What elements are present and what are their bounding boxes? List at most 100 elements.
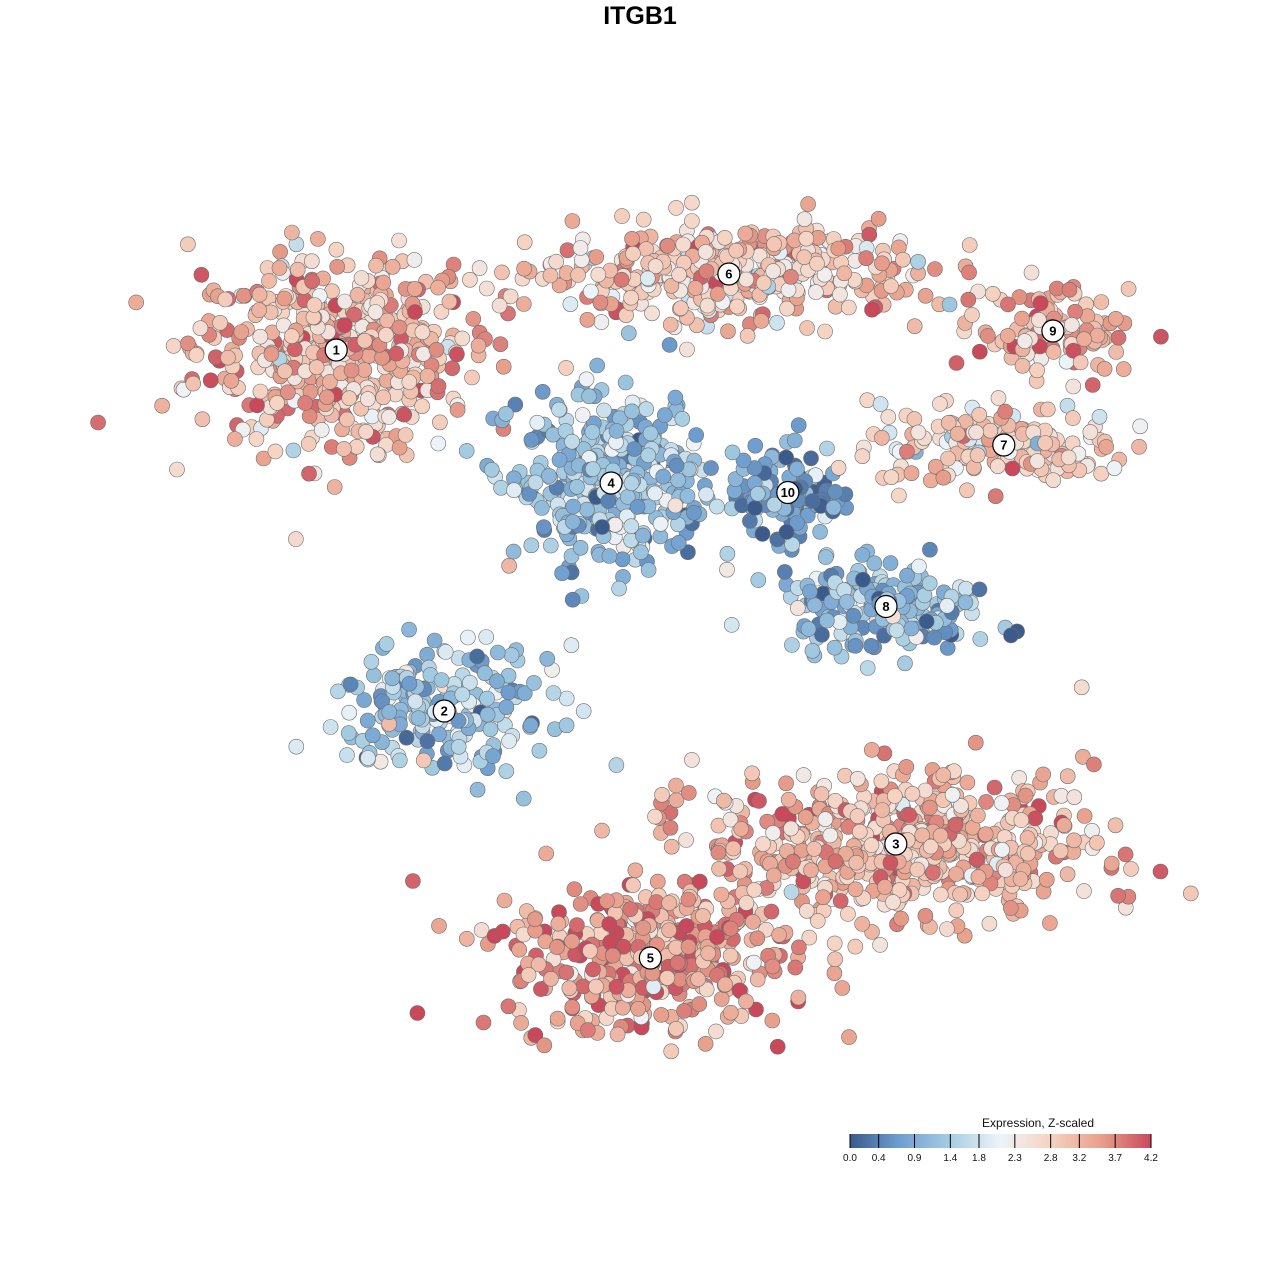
cell-point [722, 920, 739, 937]
cell-point [765, 263, 782, 279]
cell-point [953, 798, 969, 814]
cell-point [288, 738, 305, 755]
cell-point [738, 993, 754, 1010]
cell-point [635, 211, 652, 228]
cell-point [516, 260, 532, 277]
cell-point [1089, 834, 1105, 851]
cell-point [970, 869, 987, 885]
cell-point [935, 767, 952, 783]
cell-point [745, 954, 762, 971]
cell-point [698, 981, 715, 998]
cell-point [863, 742, 880, 758]
cell-point [584, 424, 601, 440]
cell-point [874, 802, 891, 818]
cell-point [1014, 357, 1031, 374]
cell-point [1117, 846, 1134, 863]
cell-point [539, 650, 556, 667]
cell-point [697, 1036, 714, 1052]
cell-point [832, 893, 849, 909]
cell-point [430, 279, 446, 296]
cell-point [1059, 768, 1076, 785]
cell-point [698, 263, 715, 280]
cell-point [668, 777, 684, 794]
cell-point [1108, 310, 1124, 327]
cluster-label-8: 8 [874, 594, 898, 619]
points-layer [90, 194, 1199, 1060]
cell-point [1110, 887, 1126, 904]
cell-point [939, 640, 956, 656]
cell-point [779, 300, 795, 317]
cell-point [948, 866, 965, 882]
cell-point [1014, 310, 1030, 327]
cell-point [419, 646, 435, 663]
cell-point [536, 1037, 553, 1054]
cell-point [695, 908, 711, 924]
cell-point [679, 341, 695, 358]
cell-point [503, 647, 520, 663]
cell-point [559, 242, 576, 258]
cell-point [479, 690, 495, 707]
cell-point [785, 853, 801, 870]
cell-point [747, 437, 764, 454]
cell-point [397, 427, 414, 443]
cell-point [763, 903, 780, 920]
cell-point [569, 917, 585, 933]
cell-point [799, 320, 815, 336]
cell-point [700, 945, 717, 962]
cell-point [608, 423, 625, 439]
cell-point [994, 841, 1010, 858]
cell-point [961, 264, 977, 281]
cell-point [579, 311, 596, 328]
legend-tick-label: 1.4 [943, 1153, 957, 1164]
cell-point [236, 287, 252, 304]
cell-point [630, 1000, 647, 1017]
cell-point [1076, 883, 1092, 899]
cell-point [948, 355, 965, 371]
cell-point [523, 537, 540, 554]
cluster-label-badge [324, 338, 348, 362]
cell-point [381, 704, 398, 720]
cell-point [384, 670, 401, 687]
cell-point [494, 264, 510, 281]
cluster-label-badge [992, 433, 1016, 457]
cell-point [169, 461, 185, 478]
cell-point [570, 267, 586, 283]
cell-point [870, 211, 887, 227]
cell-point [784, 637, 800, 653]
cluster-label-text: 4 [607, 476, 615, 491]
cell-point [534, 383, 551, 400]
cell-point [500, 684, 517, 701]
cell-point [691, 996, 708, 1012]
cell-point [594, 519, 610, 535]
cell-point [483, 461, 500, 478]
cell-point [520, 967, 537, 983]
cell-point [690, 971, 706, 988]
cell-point [1004, 460, 1021, 477]
cluster-label-text: 8 [882, 599, 889, 614]
cell-point [364, 727, 381, 744]
cell-point [796, 249, 813, 266]
cell-point [1064, 317, 1080, 333]
cell-point [1017, 787, 1034, 804]
cell-point [764, 1012, 781, 1029]
cell-point [406, 252, 423, 268]
cell-point [732, 863, 749, 880]
cell-point [601, 916, 618, 932]
cell-point [575, 703, 592, 719]
cell-point [437, 644, 454, 660]
cell-point [1013, 812, 1030, 828]
legend-tick-label: 0.0 [843, 1153, 857, 1164]
cell-point [883, 469, 900, 486]
cell-point [859, 660, 876, 676]
cell-point [680, 785, 697, 801]
cell-point [506, 482, 522, 499]
cell-point [415, 752, 432, 769]
cell-point [817, 811, 834, 828]
cell-point [545, 685, 562, 701]
cell-point [1084, 377, 1101, 393]
cell-point [826, 935, 843, 952]
cell-point [374, 349, 390, 366]
cell-point [765, 825, 781, 841]
cell-point [272, 244, 288, 260]
cell-point [1023, 264, 1040, 281]
